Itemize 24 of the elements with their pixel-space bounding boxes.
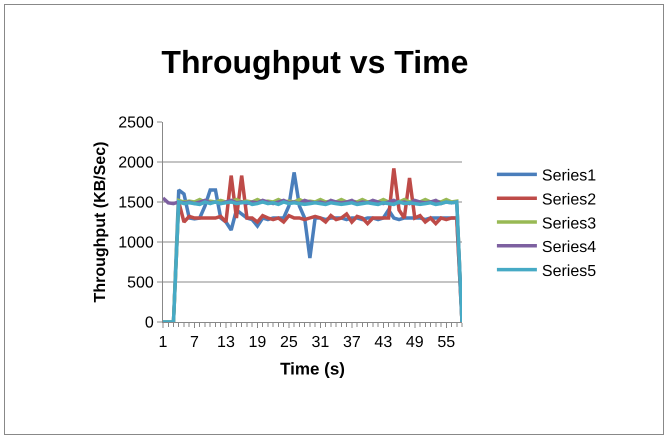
x-tick-label: 49 xyxy=(406,334,424,352)
x-tick-label: 55 xyxy=(437,334,456,352)
y-tick-label: 1500 xyxy=(118,194,154,212)
x-tick-label: 43 xyxy=(374,334,392,352)
y-tick-label: 500 xyxy=(127,274,154,292)
x-tick-label: 37 xyxy=(342,334,361,352)
legend-label: Series2 xyxy=(542,191,596,208)
chart-title: Throughput vs Time xyxy=(161,44,468,80)
x-tick-label: 1 xyxy=(158,334,168,352)
x-tick-label: 7 xyxy=(190,334,200,352)
x-axis-title: Time (s) xyxy=(280,360,345,379)
y-axis-title: Throughput (KB/Sec) xyxy=(92,142,110,302)
y-tick-label: 1000 xyxy=(118,234,154,252)
y-tick-label: 2000 xyxy=(118,154,154,172)
x-tick-label: 25 xyxy=(280,334,298,352)
x-tick-label: 31 xyxy=(311,334,330,352)
x-tick-label: 19 xyxy=(248,334,266,352)
legend-label: Series5 xyxy=(542,262,596,280)
legend-label: Series3 xyxy=(542,215,596,232)
y-tick-label: 2500 xyxy=(118,114,154,132)
legend-label: Series1 xyxy=(542,168,596,185)
x-tick-label: 13 xyxy=(217,334,235,352)
y-tick-label: 0 xyxy=(144,314,154,332)
legend-label: Series4 xyxy=(542,239,596,256)
